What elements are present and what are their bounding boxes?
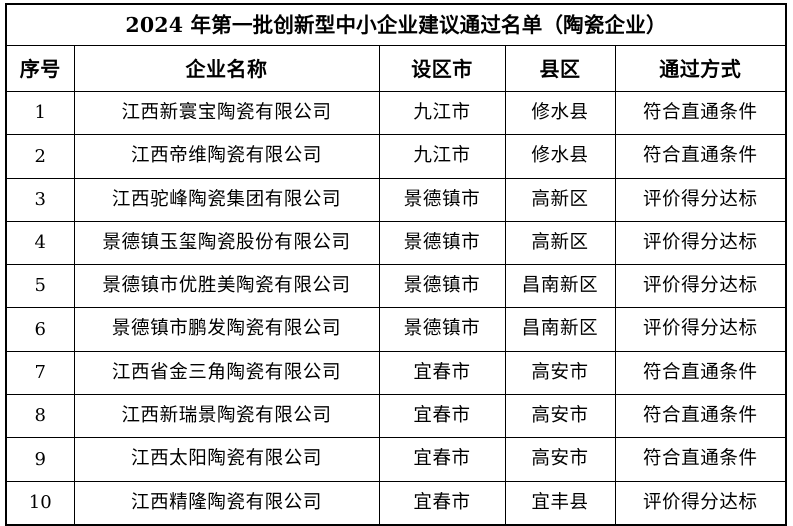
cell-index: 8 — [5, 394, 75, 439]
cell-city: 九江市 — [378, 134, 506, 179]
cell-name: 江西新瑞景陶瓷有限公司 — [73, 394, 380, 439]
table-row: 5 景德镇市优胜美陶瓷有限公司 景德镇市 昌南新区 评价得分达标 — [5, 264, 787, 309]
table-row: 9 江西太阳陶瓷有限公司 宜春市 高安市 符合直通条件 — [5, 437, 787, 482]
column-header-county: 县区 — [504, 45, 616, 92]
cell-method: 符合直通条件 — [614, 350, 787, 396]
cell-county: 修水县 — [504, 134, 616, 179]
table-title-row: 2024 年第一批创新型中小企业建议通过名单（陶瓷企业） — [5, 3, 787, 46]
cell-county: 高安市 — [504, 437, 616, 482]
page-title: 2024 年第一批创新型中小企业建议通过名单（陶瓷企业） — [5, 3, 787, 46]
cell-city: 宜春市 — [378, 480, 506, 526]
cell-name: 江西精隆陶瓷有限公司 — [73, 480, 380, 526]
cell-city: 宜春市 — [378, 394, 506, 439]
cell-county: 宜丰县 — [504, 480, 616, 526]
table-row: 1 江西新寰宝陶瓷有限公司 九江市 修水县 符合直通条件 — [5, 90, 787, 136]
cell-county: 高安市 — [504, 394, 616, 439]
table-row: 6 景德镇市鹏发陶瓷有限公司 景德镇市 昌南新区 评价得分达标 — [5, 307, 787, 352]
cell-county: 高新区 — [504, 177, 616, 222]
cell-index: 2 — [5, 134, 75, 179]
cell-city: 宜春市 — [378, 437, 506, 482]
cell-name: 江西太阳陶瓷有限公司 — [73, 437, 380, 482]
cell-method: 符合直通条件 — [614, 134, 787, 179]
table-row: 7 江西省金三角陶瓷有限公司 宜春市 高安市 符合直通条件 — [5, 350, 787, 396]
cell-city: 九江市 — [378, 90, 506, 136]
cell-method: 符合直通条件 — [614, 90, 787, 136]
table-body: 2024 年第一批创新型中小企业建议通过名单（陶瓷企业） 序号 企业名称 设区市… — [5, 3, 787, 526]
cell-method: 评价得分达标 — [614, 480, 787, 526]
cell-county: 昌南新区 — [504, 264, 616, 309]
table-row: 8 江西新瑞景陶瓷有限公司 宜春市 高安市 符合直通条件 — [5, 394, 787, 439]
table-row: 2 江西帝维陶瓷有限公司 九江市 修水县 符合直通条件 — [5, 134, 787, 179]
cell-county: 昌南新区 — [504, 307, 616, 352]
table-row: 4 景德镇玉玺陶瓷股份有限公司 景德镇市 高新区 评价得分达标 — [5, 220, 787, 266]
cell-county: 高安市 — [504, 350, 616, 396]
cell-city: 景德镇市 — [378, 264, 506, 309]
column-header-method: 通过方式 — [614, 45, 787, 92]
cell-index: 4 — [5, 220, 75, 266]
cell-name: 景德镇市鹏发陶瓷有限公司 — [73, 307, 380, 352]
cell-index: 6 — [5, 307, 75, 352]
cell-method: 评价得分达标 — [614, 220, 787, 266]
cell-name: 江西帝维陶瓷有限公司 — [73, 134, 380, 179]
cell-name: 江西新寰宝陶瓷有限公司 — [73, 90, 380, 136]
cell-method: 评价得分达标 — [614, 307, 787, 352]
table-header-row: 序号 企业名称 设区市 县区 通过方式 — [5, 45, 787, 92]
table-row: 3 江西驼峰陶瓷集团有限公司 景德镇市 高新区 评价得分达标 — [5, 177, 787, 222]
cell-name: 江西驼峰陶瓷集团有限公司 — [73, 177, 380, 222]
cell-city: 景德镇市 — [378, 220, 506, 266]
cell-name: 景德镇市优胜美陶瓷有限公司 — [73, 264, 380, 309]
cell-index: 10 — [5, 480, 75, 526]
page-root: 2024 年第一批创新型中小企业建议通过名单（陶瓷企业） 序号 企业名称 设区市… — [5, 3, 788, 526]
cell-index: 1 — [5, 90, 75, 136]
cell-county: 高新区 — [504, 220, 616, 266]
enterprise-list-table: 2024 年第一批创新型中小企业建议通过名单（陶瓷企业） 序号 企业名称 设区市… — [5, 3, 788, 526]
cell-index: 9 — [5, 437, 75, 482]
cell-city: 景德镇市 — [378, 307, 506, 352]
cell-county: 修水县 — [504, 90, 616, 136]
column-header-city: 设区市 — [378, 45, 506, 92]
cell-method: 符合直通条件 — [614, 437, 787, 482]
cell-name: 景德镇玉玺陶瓷股份有限公司 — [73, 220, 380, 266]
cell-index: 5 — [5, 264, 75, 309]
column-header-name: 企业名称 — [73, 45, 380, 92]
cell-index: 3 — [5, 177, 75, 222]
cell-city: 宜春市 — [378, 350, 506, 396]
cell-method: 评价得分达标 — [614, 177, 787, 222]
cell-city: 景德镇市 — [378, 177, 506, 222]
cell-method: 符合直通条件 — [614, 394, 787, 439]
cell-method: 评价得分达标 — [614, 264, 787, 309]
cell-index: 7 — [5, 350, 75, 396]
table-row: 10 江西精隆陶瓷有限公司 宜春市 宜丰县 评价得分达标 — [5, 480, 787, 526]
column-header-index: 序号 — [5, 45, 75, 92]
cell-name: 江西省金三角陶瓷有限公司 — [73, 350, 380, 396]
